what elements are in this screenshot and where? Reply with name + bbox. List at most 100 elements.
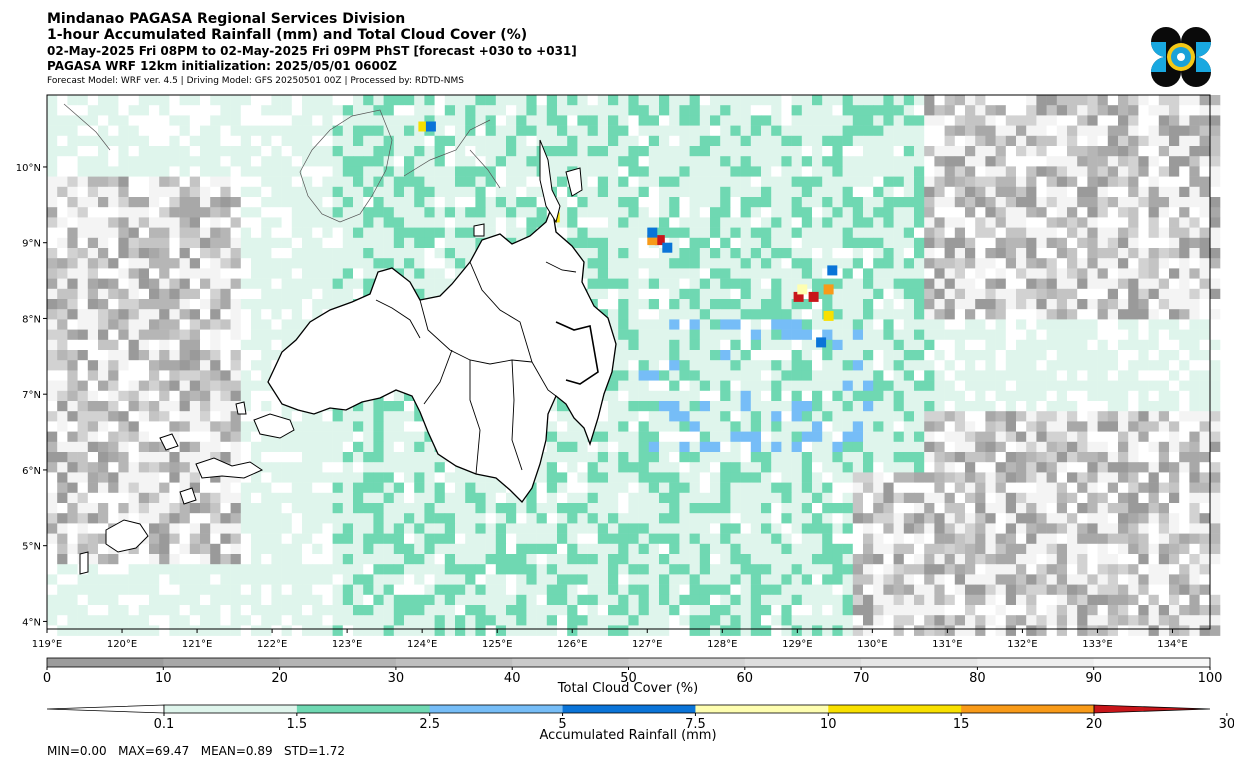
grid-cell — [965, 197, 976, 208]
grid-cell — [312, 237, 323, 249]
grid-cell — [353, 248, 364, 259]
grid-cell — [200, 370, 211, 381]
grid-cell — [281, 227, 293, 239]
grid-cell — [1158, 115, 1170, 126]
grid-cell — [1118, 278, 1129, 290]
grid-cell — [954, 176, 966, 188]
grid-cell — [159, 299, 170, 310]
grid-cell — [893, 95, 905, 106]
grid-cell — [903, 462, 915, 473]
grid-cell — [873, 513, 884, 524]
grid-cell — [812, 237, 823, 249]
grid-cell — [1077, 278, 1088, 290]
grid-cell — [628, 329, 639, 341]
grid-cell — [740, 431, 752, 443]
grid-cell — [98, 237, 109, 249]
grid-cell — [924, 319, 935, 330]
grid-cell — [730, 452, 741, 463]
grid-cell — [261, 278, 272, 290]
grid-cell — [893, 441, 905, 453]
grid-cell — [965, 411, 976, 422]
grid-cell — [638, 125, 650, 137]
grid-cell — [138, 115, 150, 126]
grid-cell — [312, 288, 323, 300]
grid-cell — [424, 207, 435, 218]
grid-cell — [57, 380, 68, 392]
grid-cell — [475, 105, 486, 116]
grid-cell — [669, 431, 680, 443]
grid-cell — [77, 513, 89, 524]
grid-cell — [1158, 319, 1170, 330]
grid-cell — [832, 105, 843, 116]
grid-cell — [1209, 370, 1221, 381]
grid-cell — [220, 268, 231, 279]
grid-cell — [251, 156, 262, 167]
grid-cell — [332, 472, 344, 483]
grid-cell — [791, 268, 803, 279]
grid-cell — [128, 237, 140, 249]
grid-cell — [710, 248, 721, 259]
grid-cell — [791, 207, 803, 218]
grid-cell — [954, 390, 966, 402]
grid-cell — [465, 237, 476, 249]
grid-cell — [1189, 472, 1200, 483]
grid-cell — [138, 360, 150, 371]
grid-cell — [485, 135, 497, 147]
grid-cell — [1199, 421, 1211, 432]
grid-cell — [750, 268, 762, 279]
grid-cell — [1067, 482, 1078, 494]
grid-cell — [302, 268, 313, 279]
grid-cell — [608, 288, 619, 300]
grid-cell — [546, 105, 558, 116]
grid-cell — [618, 156, 629, 167]
grid-cell — [1005, 186, 1017, 198]
grid-cell — [812, 248, 823, 259]
grid-cell — [689, 309, 701, 320]
grid-cell — [108, 329, 119, 341]
grid-cell — [1107, 278, 1119, 290]
grid-cell — [618, 135, 629, 147]
grid-cell — [1118, 472, 1129, 483]
grid-cell — [587, 503, 599, 514]
grid-cell — [852, 156, 864, 167]
grid-cell — [954, 146, 966, 157]
grid-cell — [189, 411, 201, 422]
grid-cell — [220, 319, 231, 330]
grid-cell — [761, 390, 772, 402]
grid-cell — [965, 360, 976, 371]
grid-cell — [1158, 217, 1170, 228]
grid-cell — [730, 207, 741, 218]
grid-cell — [210, 513, 221, 524]
grid-cell — [934, 360, 945, 371]
grid-cell — [383, 462, 395, 473]
grid-cell — [149, 125, 160, 137]
grid-cell — [281, 268, 293, 279]
grid-cell — [322, 278, 333, 290]
grid-cell — [383, 431, 395, 443]
grid-cell — [210, 248, 221, 259]
grid-cell — [67, 207, 78, 218]
grid-cell — [353, 217, 364, 228]
grid-cell — [771, 105, 782, 116]
grid-cell — [1179, 288, 1190, 300]
grid-cell — [342, 217, 354, 228]
grid-cell — [47, 217, 58, 228]
grid-cell — [648, 421, 660, 432]
grid-cell — [1148, 360, 1160, 371]
grid-cell — [149, 441, 160, 453]
grid-cell — [689, 166, 701, 177]
grid-cell — [332, 197, 344, 208]
grid-cell — [761, 135, 772, 147]
grid-cell — [261, 380, 272, 392]
grid-cell — [1179, 462, 1190, 473]
grid-cell — [240, 472, 252, 483]
grid-cell — [220, 472, 231, 483]
grid-cell — [240, 288, 252, 300]
grid-cell — [740, 390, 752, 402]
grid-cell — [251, 411, 262, 422]
grid-cell — [342, 441, 354, 453]
grid-cell — [128, 207, 140, 218]
grid-cell — [791, 380, 803, 392]
grid-cell — [893, 329, 905, 341]
grid-cell — [373, 115, 384, 126]
